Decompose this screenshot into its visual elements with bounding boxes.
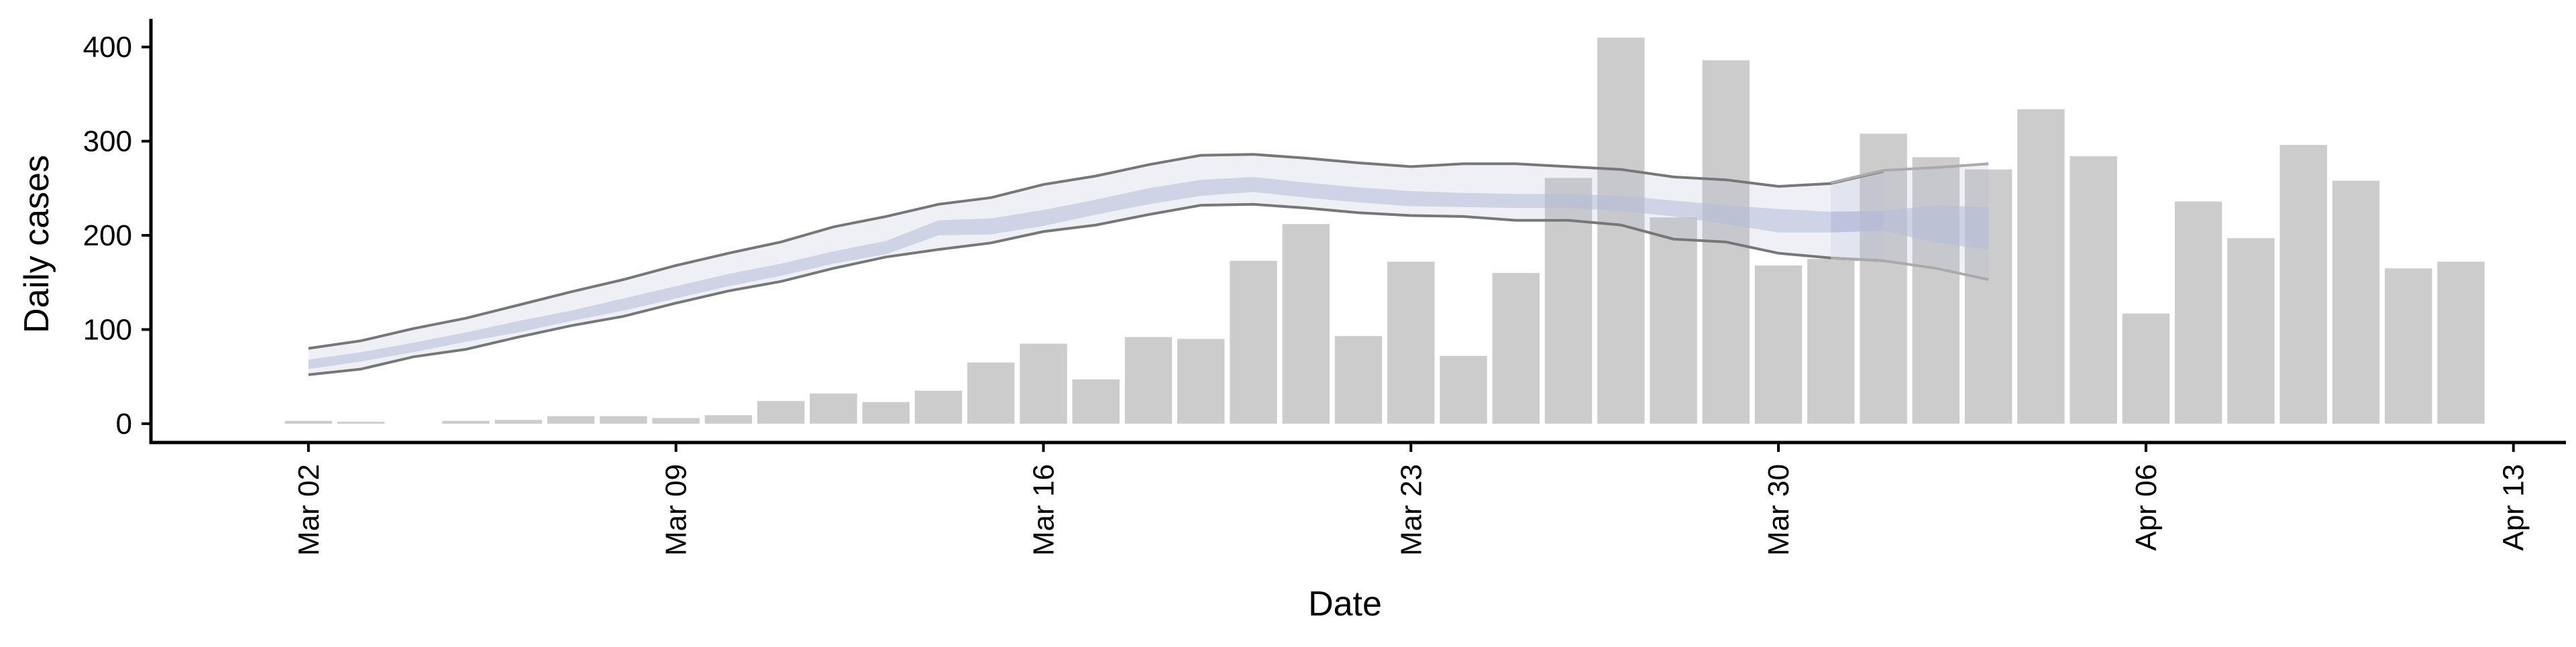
bar-2020-04-06: [2122, 313, 2170, 424]
x-tick-label: Mar 09: [660, 464, 693, 556]
inner-band-0: [308, 176, 1884, 369]
bar-2020-03-11: [757, 401, 805, 424]
bar-2020-03-10: [704, 415, 753, 424]
bar-2020-03-07: [547, 416, 595, 424]
bar-2020-03-18: [1124, 337, 1173, 424]
bar-2020-04-10: [2332, 180, 2380, 424]
y-axis-title: Daily cases: [17, 155, 56, 333]
x-ticks: Mar 02 Mar 09 Mar 16 Mar 23 Mar 30 Apr 06 Apr …: [292, 443, 2530, 556]
y-tick-label: 0: [116, 408, 132, 440]
bar-2020-04-09: [2279, 145, 2327, 424]
bar-2020-03-24: [1440, 355, 1487, 424]
y-tick-label: 300: [83, 125, 132, 158]
bar-2020-03-13: [862, 402, 910, 424]
bar-2020-03-09: [652, 418, 700, 424]
bar-2020-04-12: [2437, 261, 2485, 424]
upper-interval-line-1: [1830, 162, 1989, 184]
inner-band-1: [1831, 205, 1989, 250]
x-tick-label: Apr 13: [2498, 464, 2530, 551]
bar-2020-04-05: [2070, 156, 2117, 424]
x-tick-label: Mar 23: [1395, 464, 1428, 556]
bars-layer: [284, 38, 2485, 424]
bar-2020-03-12: [810, 393, 857, 424]
y-tick-label: 200: [83, 219, 132, 252]
bar-2020-03-02: [284, 420, 332, 424]
bar-2020-03-19: [1177, 339, 1225, 424]
bar-2020-04-02: [1912, 157, 1960, 424]
bar-2020-04-08: [2227, 238, 2275, 424]
bar-2020-03-30: [1754, 265, 1803, 424]
bar-2020-03-05: [442, 420, 490, 424]
bar-2020-04-07: [2174, 201, 2222, 424]
x-axis-title: Date: [1308, 585, 1382, 624]
x-tick-label: Mar 30: [1762, 464, 1795, 556]
bar-2020-03-06: [494, 420, 543, 424]
bar-2020-04-04: [2017, 109, 2065, 424]
x-tick-label: Mar 02: [292, 464, 325, 556]
bar-2020-04-11: [2385, 268, 2432, 424]
y-ticks: 0 100 200 300 400: [83, 31, 151, 440]
bar-2020-03-27: [1597, 38, 1645, 424]
bar-2020-03-20: [1230, 260, 1277, 424]
bar-2020-03-22: [1334, 336, 1383, 424]
bar-2020-03-03: [337, 422, 385, 424]
band-layer: [308, 153, 1989, 376]
bar-2020-03-08: [600, 416, 647, 424]
bar-2020-03-28: [1650, 217, 1697, 424]
lower-interval-line-1: [1831, 256, 1989, 281]
x-tick-label: Apr 06: [2130, 464, 2163, 551]
bar-2020-03-16: [1020, 343, 1067, 424]
bar-2020-03-26: [1544, 178, 1593, 424]
bar-2020-03-14: [914, 390, 963, 424]
x-tick-label: Mar 16: [1027, 464, 1060, 556]
upper-interval-line-0: [308, 153, 1884, 350]
outer-band-0: [308, 154, 1884, 375]
y-tick-label: 400: [83, 31, 132, 64]
bar-2020-03-17: [1072, 379, 1120, 424]
bar-2020-03-31: [1807, 259, 1855, 424]
bar-2020-03-25: [1492, 273, 1540, 424]
y-tick-label: 100: [83, 313, 132, 346]
bar-2020-03-15: [967, 362, 1015, 424]
lower-interval-line-0: [308, 202, 1884, 376]
bar-2020-03-21: [1282, 224, 1330, 424]
bar-2020-03-23: [1387, 261, 1435, 424]
bar-2020-04-01: [1860, 133, 1907, 424]
axes-layer: [149, 19, 2566, 445]
